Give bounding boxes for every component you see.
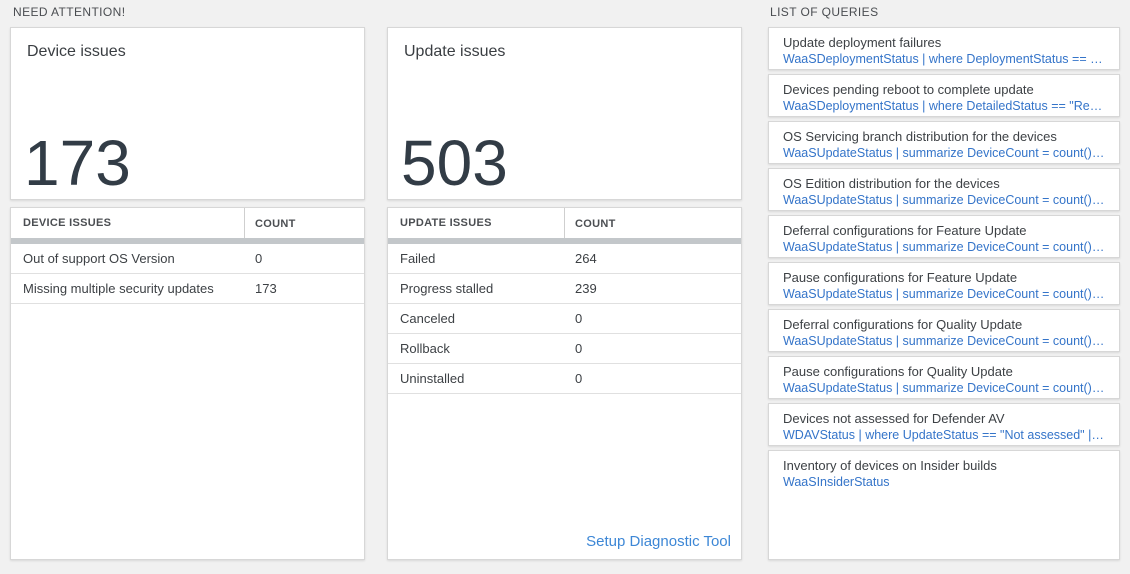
query-title: Inventory of devices on Insider builds xyxy=(783,458,997,473)
column-header-device-issues: DEVICE ISSUES xyxy=(11,208,245,238)
query-title: OS Servicing branch distribution for the… xyxy=(783,129,1057,144)
row-count: 173 xyxy=(255,280,277,296)
row-count-cell: 0 xyxy=(565,340,741,358)
column-header-count: COUNT xyxy=(245,214,364,232)
row-label-cell: Out of support OS Version xyxy=(11,250,245,268)
query-text: WaaSUpdateStatus | summarize DeviceCount… xyxy=(783,146,1105,160)
need-attention-heading: NEED ATTENTION! xyxy=(13,5,126,19)
row-label-cell: Failed xyxy=(388,250,565,268)
row-count-cell: 239 xyxy=(565,280,741,298)
query-title: Pause configurations for Feature Update xyxy=(783,270,1018,285)
query-text: WaaSUpdateStatus | summarize DeviceCount… xyxy=(783,334,1105,348)
query-text: WaaSInsiderStatus xyxy=(783,475,890,489)
query-text: WDAVStatus | where UpdateStatus == "Not … xyxy=(783,428,1105,442)
table-row[interactable]: Rollback 0 xyxy=(388,334,741,364)
table-row[interactable]: Progress stalled 239 xyxy=(388,274,741,304)
query-text: WaaSUpdateStatus | summarize DeviceCount… xyxy=(783,287,1105,301)
setup-diagnostic-tool-link[interactable]: Setup Diagnostic Tool xyxy=(586,533,731,550)
query-item[interactable]: Devices pending reboot to complete updat… xyxy=(768,74,1120,117)
query-text: WaaSUpdateStatus | summarize DeviceCount… xyxy=(783,193,1105,207)
row-count-cell: 0 xyxy=(245,250,364,268)
row-label-cell: Canceled xyxy=(388,310,565,328)
row-count-cell: 0 xyxy=(565,370,741,388)
row-count: 0 xyxy=(575,370,583,386)
row-count: 239 xyxy=(575,280,597,296)
query-item[interactable]: Devices not assessed for Defender AV WDA… xyxy=(768,403,1120,446)
query-text: WaaSUpdateStatus | summarize DeviceCount… xyxy=(783,240,1105,254)
table-row[interactable]: Failed 264 xyxy=(388,244,741,274)
device-issues-tile[interactable]: Device issues 173 xyxy=(10,27,365,200)
query-item[interactable]: Update deployment failures WaaSDeploymen… xyxy=(768,27,1120,70)
row-label-cell: Missing multiple security updates xyxy=(11,280,245,298)
column-header-count: COUNT xyxy=(565,214,741,232)
query-item[interactable]: Deferral configurations for Quality Upda… xyxy=(768,309,1120,352)
table-row[interactable]: Out of support OS Version 0 xyxy=(11,244,364,274)
query-title: Deferral configurations for Quality Upda… xyxy=(783,317,1023,332)
row-label: Canceled xyxy=(400,310,455,326)
device-issues-column: Device issues 173 DEVICE ISSUES COUNT Ou… xyxy=(10,27,365,560)
row-label: Progress stalled xyxy=(400,280,494,296)
row-count: 0 xyxy=(575,340,583,356)
query-text: WaaSDeploymentStatus | where DeploymentS… xyxy=(783,52,1105,66)
row-count-cell: 173 xyxy=(245,280,364,298)
query-item[interactable]: OS Servicing branch distribution for the… xyxy=(768,121,1120,164)
query-text: WaaSDeploymentStatus | where DetailedSta… xyxy=(783,99,1105,113)
row-label: Rollback xyxy=(400,340,450,356)
table-row[interactable]: Uninstalled 0 xyxy=(388,364,741,394)
query-item[interactable]: Deferral configurations for Feature Upda… xyxy=(768,215,1120,258)
update-issues-table: UPDATE ISSUES COUNT Failed 264 Progress … xyxy=(387,207,742,560)
column-header-label: COUNT xyxy=(255,218,296,230)
row-label-cell: Uninstalled xyxy=(388,370,565,388)
query-item[interactable]: Pause configurations for Quality Update … xyxy=(768,356,1120,399)
query-item[interactable]: Inventory of devices on Insider builds W… xyxy=(768,450,1120,560)
device-issues-table-header: DEVICE ISSUES COUNT xyxy=(11,208,364,238)
row-label: Failed xyxy=(400,250,436,266)
update-issues-column: Update issues 503 UPDATE ISSUES COUNT Fa… xyxy=(387,27,742,560)
row-count-cell: 264 xyxy=(565,250,741,268)
query-item[interactable]: OS Edition distribution for the devices … xyxy=(768,168,1120,211)
device-issues-count: 173 xyxy=(24,127,131,199)
query-item[interactable]: Pause configurations for Feature Update … xyxy=(768,262,1120,305)
table-row[interactable]: Missing multiple security updates 173 xyxy=(11,274,364,304)
update-issues-count: 503 xyxy=(401,127,508,199)
query-title: Deferral configurations for Feature Upda… xyxy=(783,223,1027,238)
table-row[interactable]: Canceled 0 xyxy=(388,304,741,334)
row-label: Missing multiple security updates xyxy=(23,280,214,296)
device-issues-title: Device issues xyxy=(27,43,126,60)
column-header-update-issues: UPDATE ISSUES xyxy=(388,208,565,238)
row-count: 0 xyxy=(575,310,583,326)
row-label-cell: Rollback xyxy=(388,340,565,358)
query-title: Devices not assessed for Defender AV xyxy=(783,411,1005,426)
table-header-divider xyxy=(388,238,741,244)
device-issues-table: DEVICE ISSUES COUNT Out of support OS Ve… xyxy=(10,207,365,560)
query-title: Pause configurations for Quality Update xyxy=(783,364,1013,379)
column-header-label: UPDATE ISSUES xyxy=(400,217,492,229)
query-title: OS Edition distribution for the devices xyxy=(783,176,1000,191)
row-label: Out of support OS Version xyxy=(23,250,175,266)
row-count-cell: 0 xyxy=(565,310,741,328)
column-header-label: DEVICE ISSUES xyxy=(23,217,112,229)
update-issues-title: Update issues xyxy=(404,43,506,60)
query-title: Devices pending reboot to complete updat… xyxy=(783,82,1034,97)
update-issues-tile[interactable]: Update issues 503 xyxy=(387,27,742,200)
row-count: 264 xyxy=(575,250,597,266)
table-header-divider xyxy=(11,238,364,244)
update-issues-table-header: UPDATE ISSUES COUNT xyxy=(388,208,741,238)
query-text: WaaSUpdateStatus | summarize DeviceCount… xyxy=(783,381,1105,395)
row-label-cell: Progress stalled xyxy=(388,280,565,298)
column-header-label: COUNT xyxy=(575,218,616,230)
list-of-queries-heading: LIST OF QUERIES xyxy=(770,5,879,19)
row-count: 0 xyxy=(255,250,263,266)
row-label: Uninstalled xyxy=(400,370,465,386)
queries-panel: Update deployment failures WaaSDeploymen… xyxy=(768,27,1120,560)
query-title: Update deployment failures xyxy=(783,35,942,50)
